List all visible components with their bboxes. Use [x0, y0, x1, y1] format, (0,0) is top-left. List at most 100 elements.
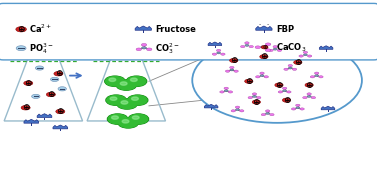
Circle shape — [35, 66, 44, 70]
Circle shape — [110, 97, 117, 100]
Circle shape — [296, 104, 300, 106]
Text: PO$_4^{3-}$: PO$_4^{3-}$ — [29, 41, 54, 56]
Circle shape — [248, 97, 253, 99]
Circle shape — [260, 55, 268, 59]
Circle shape — [16, 27, 26, 32]
Circle shape — [273, 46, 277, 48]
Circle shape — [261, 46, 268, 49]
Circle shape — [212, 53, 217, 55]
Circle shape — [117, 80, 136, 90]
Circle shape — [299, 55, 303, 57]
Text: Fructose: Fructose — [155, 25, 196, 34]
Circle shape — [119, 118, 138, 128]
Circle shape — [118, 99, 136, 109]
Circle shape — [231, 110, 236, 112]
Circle shape — [245, 79, 253, 83]
Polygon shape — [319, 46, 333, 49]
Circle shape — [230, 66, 234, 69]
Circle shape — [24, 81, 33, 85]
Circle shape — [225, 70, 230, 72]
Text: ⊕: ⊕ — [283, 96, 290, 105]
Circle shape — [108, 114, 127, 124]
Circle shape — [303, 97, 307, 99]
Circle shape — [230, 58, 238, 63]
Circle shape — [16, 46, 26, 51]
Circle shape — [284, 68, 288, 70]
Circle shape — [217, 52, 221, 54]
Circle shape — [307, 93, 311, 95]
Circle shape — [300, 108, 304, 110]
Circle shape — [253, 95, 256, 97]
Polygon shape — [256, 26, 272, 30]
Circle shape — [216, 49, 221, 52]
Circle shape — [252, 100, 261, 104]
Circle shape — [296, 107, 300, 109]
Circle shape — [220, 91, 224, 93]
Circle shape — [121, 101, 128, 104]
Text: ⊕: ⊕ — [230, 56, 238, 65]
Circle shape — [132, 97, 138, 100]
Text: ⊕: ⊕ — [262, 45, 267, 50]
Circle shape — [287, 91, 291, 93]
Circle shape — [236, 109, 239, 111]
Circle shape — [288, 64, 293, 67]
Text: CO$_3^{2-}$: CO$_3^{2-}$ — [155, 41, 180, 56]
Circle shape — [228, 91, 233, 93]
Text: ⊕: ⊕ — [294, 58, 302, 67]
Circle shape — [122, 120, 129, 123]
Circle shape — [239, 110, 244, 112]
Text: -: - — [267, 22, 270, 27]
Circle shape — [106, 77, 124, 86]
Circle shape — [230, 69, 234, 71]
Circle shape — [270, 114, 274, 116]
Circle shape — [249, 46, 253, 48]
Text: ⊕: ⊕ — [305, 81, 313, 90]
Circle shape — [261, 114, 266, 116]
Circle shape — [127, 95, 148, 105]
Text: Ca$^{2+}$: Ca$^{2+}$ — [29, 23, 52, 36]
Circle shape — [221, 53, 225, 55]
Circle shape — [224, 87, 228, 89]
Circle shape — [51, 77, 59, 81]
Circle shape — [264, 76, 268, 78]
Circle shape — [307, 55, 312, 57]
Text: ⊕: ⊕ — [55, 69, 62, 78]
Circle shape — [303, 51, 308, 53]
Circle shape — [147, 48, 152, 51]
Polygon shape — [321, 106, 335, 110]
Circle shape — [132, 116, 139, 119]
Text: ⊕: ⊕ — [253, 98, 260, 107]
Polygon shape — [53, 125, 67, 129]
Circle shape — [265, 110, 270, 112]
Circle shape — [141, 43, 147, 46]
Circle shape — [136, 48, 141, 51]
Polygon shape — [24, 119, 39, 123]
Circle shape — [54, 71, 63, 76]
Circle shape — [130, 78, 137, 81]
Circle shape — [303, 54, 307, 56]
Text: FBP: FBP — [276, 25, 294, 34]
Circle shape — [294, 60, 302, 64]
Circle shape — [120, 82, 127, 85]
Text: ⊕: ⊕ — [275, 81, 283, 90]
Circle shape — [305, 83, 313, 87]
Circle shape — [32, 94, 40, 98]
Text: -: - — [258, 22, 261, 27]
Circle shape — [273, 48, 277, 50]
Text: CaCO$_3$: CaCO$_3$ — [276, 42, 307, 54]
Circle shape — [234, 70, 238, 72]
Circle shape — [282, 98, 291, 102]
Polygon shape — [135, 26, 152, 30]
Circle shape — [314, 72, 319, 74]
Circle shape — [260, 72, 264, 74]
Circle shape — [107, 95, 126, 105]
Polygon shape — [37, 114, 52, 118]
Polygon shape — [208, 42, 222, 46]
Circle shape — [21, 105, 30, 110]
Circle shape — [269, 49, 273, 51]
Circle shape — [310, 76, 315, 78]
Circle shape — [275, 83, 283, 87]
Circle shape — [277, 49, 282, 51]
Text: ⊕: ⊕ — [25, 79, 32, 88]
Circle shape — [128, 114, 149, 124]
